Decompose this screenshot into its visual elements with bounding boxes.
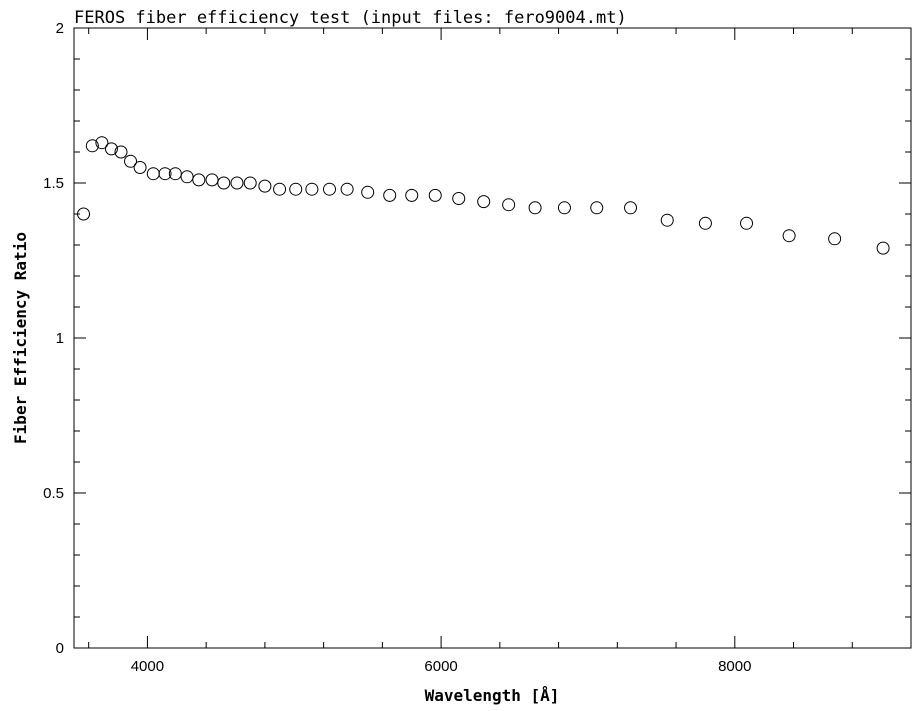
data-point: [104, 142, 118, 156]
data-point: [114, 145, 128, 159]
data-point: [168, 167, 182, 181]
data-point: [146, 167, 160, 181]
data-points: [77, 136, 890, 255]
data-point: [273, 182, 287, 196]
data-point: [557, 201, 571, 215]
data-point: [95, 136, 109, 150]
data-point: [133, 161, 147, 174]
data-point: [85, 139, 99, 153]
data-point: [124, 154, 138, 168]
x-tick-label: 6000: [424, 658, 457, 675]
y-tick-label: 2: [56, 20, 64, 37]
data-point: [660, 213, 674, 227]
data-point: [205, 173, 219, 187]
plot-frame: [73, 27, 912, 649]
x-tick-label: 4000: [131, 658, 164, 675]
data-point: [192, 173, 206, 187]
data-point: [77, 207, 91, 221]
data-point: [217, 176, 231, 190]
data-point: [180, 170, 194, 184]
chart-title: FEROS fiber efficiency test (input files…: [74, 8, 627, 28]
x-axis-label: Wavelength [Å]: [425, 686, 560, 705]
data-point: [340, 182, 354, 196]
data-point: [828, 232, 842, 246]
data-point: [289, 182, 303, 196]
data-point: [383, 188, 397, 202]
x-tick-label: 8000: [718, 658, 751, 675]
y-tick-label: 1.5: [43, 175, 64, 192]
y-axis-label: Fiber Efficiency Ratio: [11, 232, 30, 444]
data-point: [528, 201, 542, 215]
data-point: [243, 176, 257, 190]
data-point: [428, 188, 442, 202]
data-point: [305, 182, 319, 196]
y-tick-label: 0.5: [43, 485, 64, 502]
data-point: [323, 182, 337, 196]
data-point: [502, 198, 516, 212]
data-point: [230, 176, 244, 190]
data-point: [158, 167, 172, 181]
data-point: [590, 201, 604, 215]
data-point: [405, 188, 419, 202]
data-point: [740, 216, 754, 230]
data-point: [782, 229, 796, 243]
data-point: [624, 201, 638, 215]
data-point: [452, 192, 466, 205]
y-tick-label: 1: [56, 330, 64, 347]
data-point: [477, 195, 491, 209]
data-point: [876, 241, 890, 255]
data-point: [698, 216, 712, 230]
axis-ticks: 4000 6000 8000 0 0.5 1 1.5 2: [43, 20, 912, 675]
data-point: [361, 185, 375, 199]
y-tick-label: 0: [56, 640, 64, 657]
data-point: [258, 179, 272, 193]
